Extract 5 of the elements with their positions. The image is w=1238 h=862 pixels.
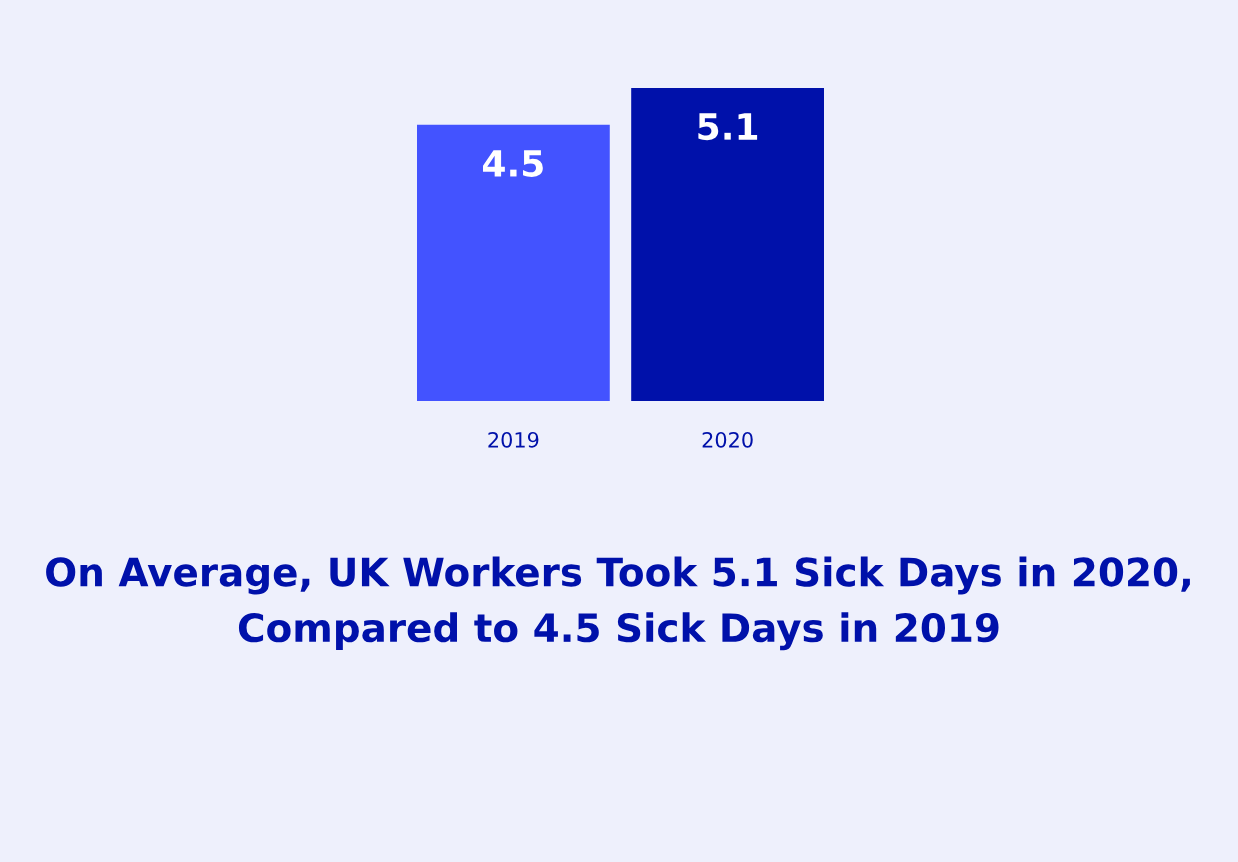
text: On Average, UK Workers Took 5.1 Sick Days in 2020, Compared to 4.5 Sick Days in 2019	[46, 556, 1190, 651]
x-tick-label: 2019	[488, 431, 539, 448]
x-tick-label: 2020	[702, 431, 753, 448]
data-label: 5.1	[698, 113, 758, 141]
data-label: 4.5	[483, 150, 543, 177]
